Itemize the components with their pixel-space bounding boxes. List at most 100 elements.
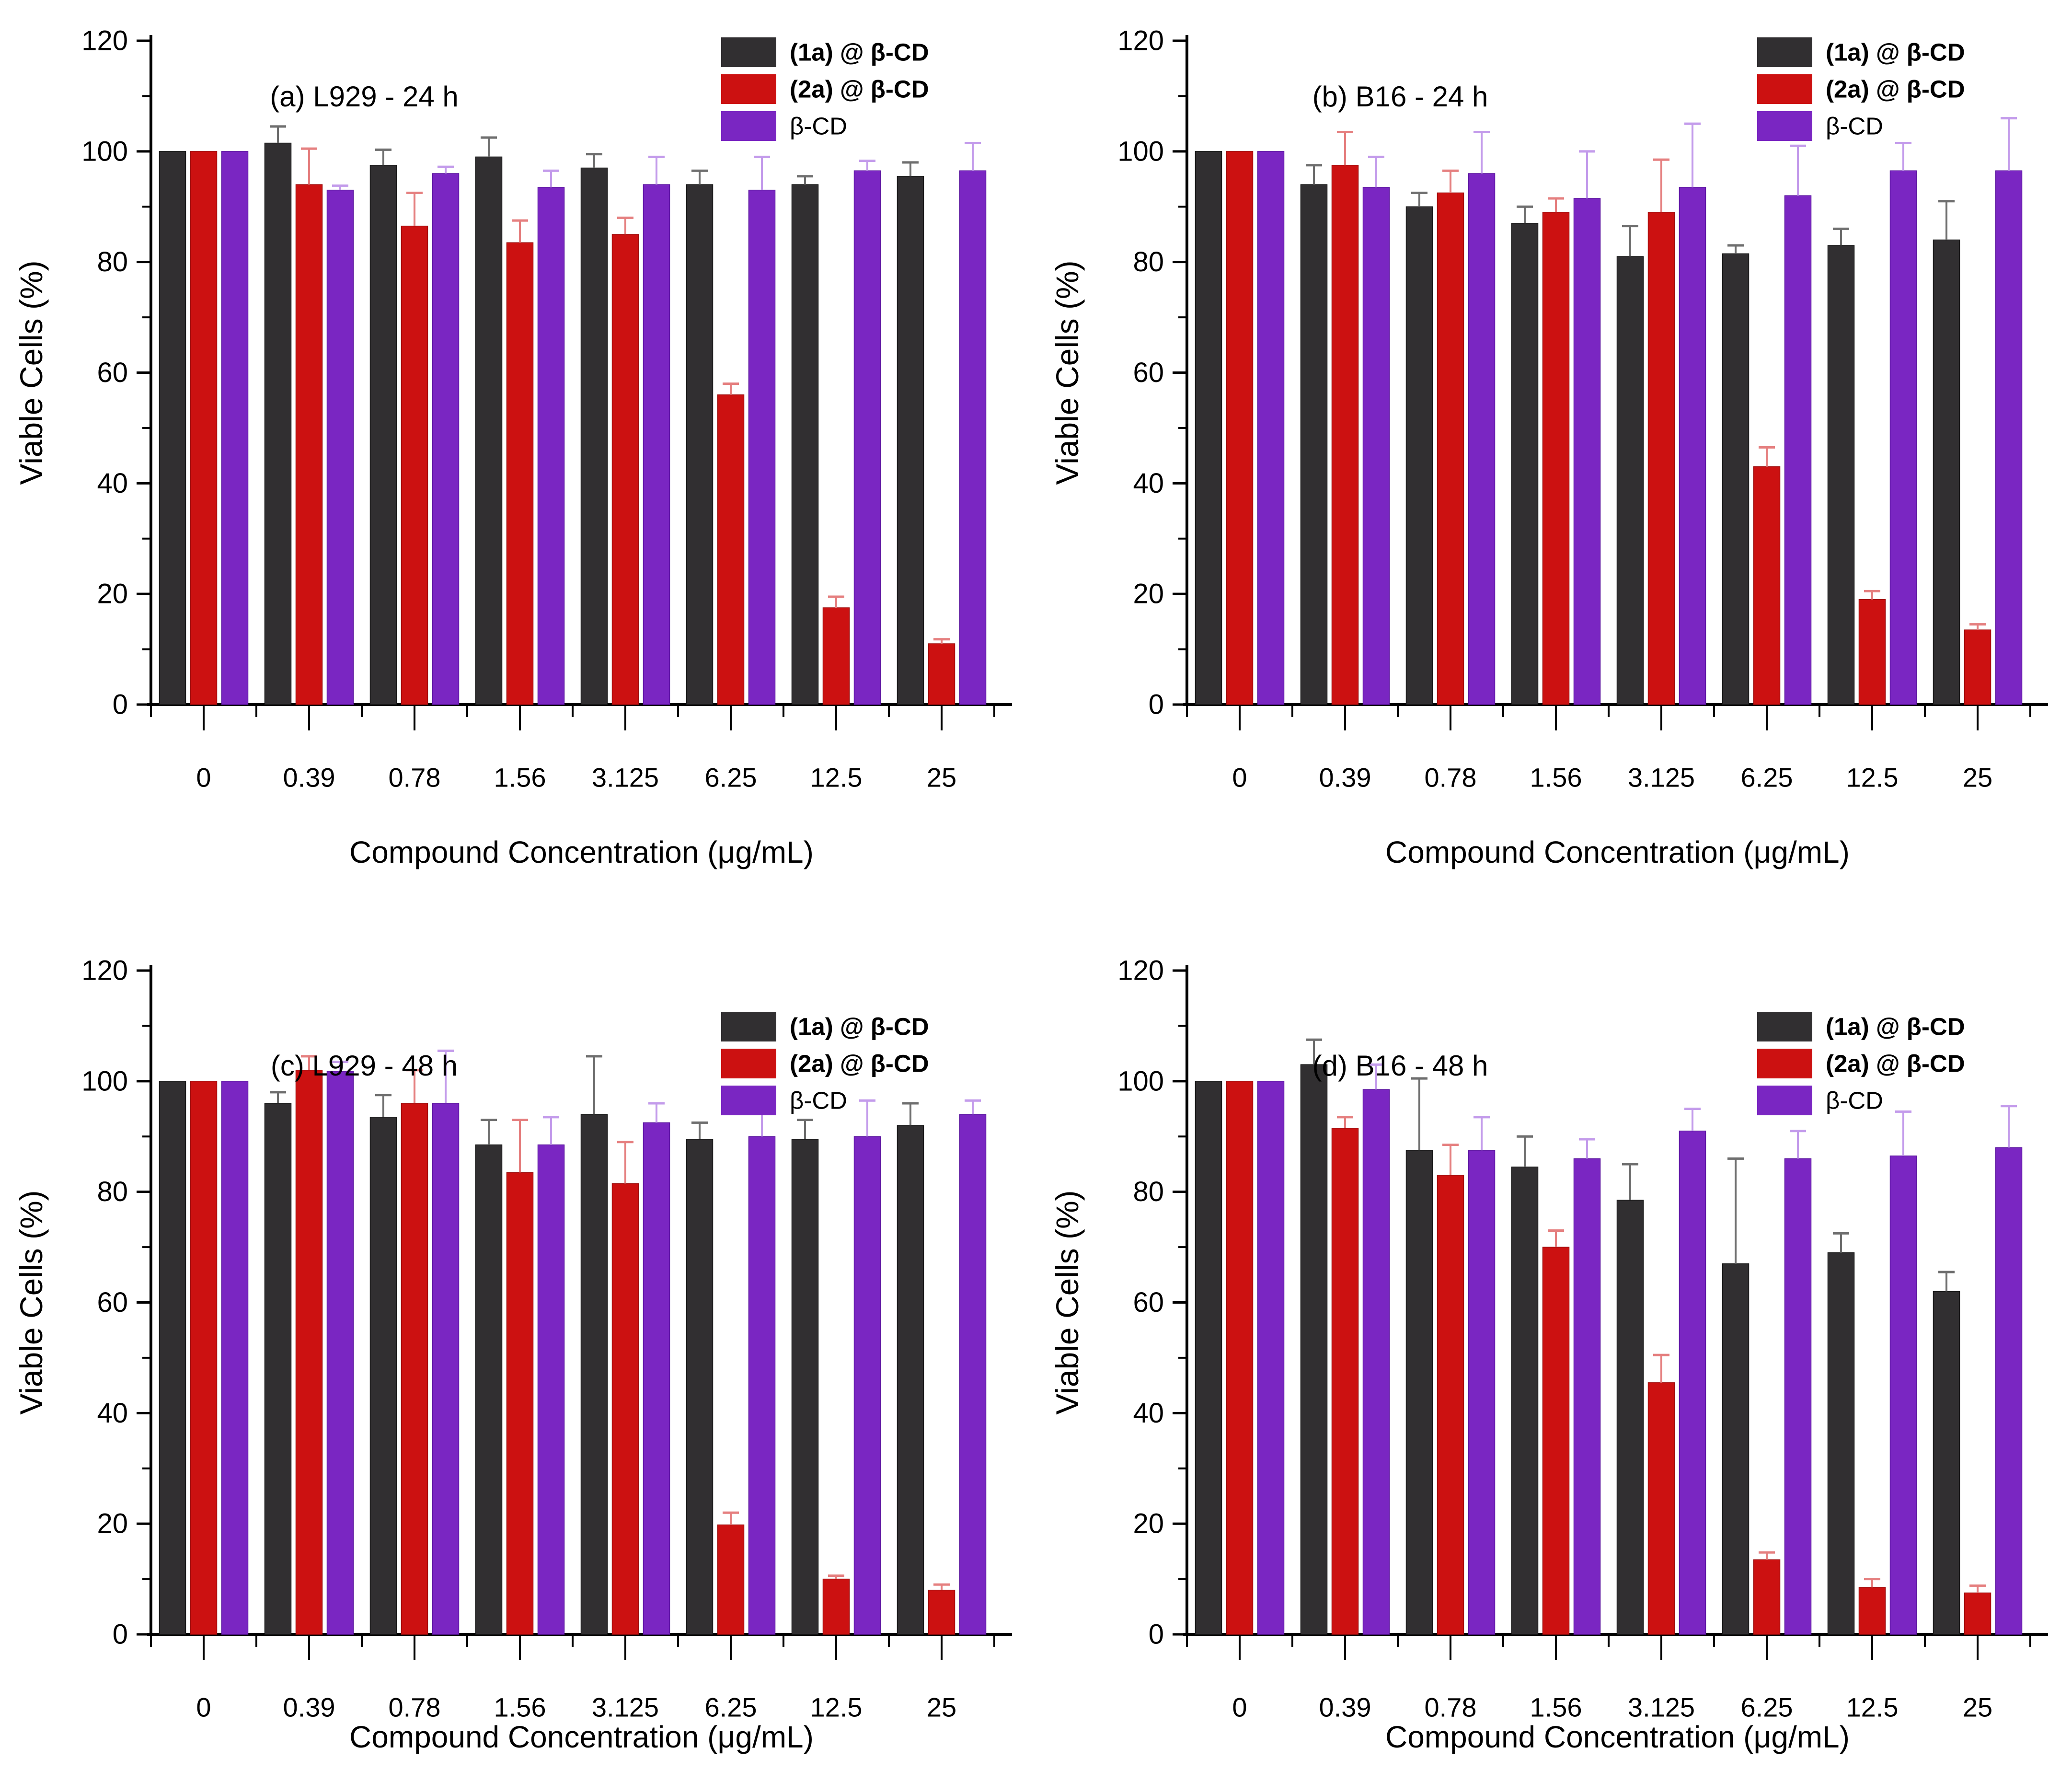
x-tick-label: 0.78 bbox=[389, 1692, 441, 1723]
bar bbox=[1542, 212, 1570, 705]
error-bars-series-2 bbox=[301, 1055, 950, 1590]
bar bbox=[1995, 170, 2023, 705]
bar bbox=[1437, 1175, 1464, 1635]
bar bbox=[1995, 1147, 2023, 1635]
x-tick-label: 12.5 bbox=[810, 763, 863, 793]
y-tick-label: 20 bbox=[97, 578, 128, 610]
bar bbox=[959, 1114, 987, 1635]
bar bbox=[1784, 1158, 1812, 1635]
x-tick-label: 0.78 bbox=[1425, 763, 1477, 793]
bar bbox=[928, 643, 955, 705]
legend: (1a) @ β-CD (2a) @ β-CD β-CD bbox=[721, 37, 929, 141]
x-tick-label: 0 bbox=[1232, 1692, 1247, 1723]
y-tick-label: 0 bbox=[113, 1619, 128, 1650]
bar bbox=[159, 151, 186, 705]
x-axis-title: Compound Concentration (μg/mL) bbox=[349, 835, 814, 869]
x-tick-label: 0 bbox=[1232, 763, 1247, 793]
x-tick-label: 1.56 bbox=[494, 763, 546, 793]
legend-label: (1a) @ β-CD bbox=[1826, 39, 1965, 66]
bar bbox=[580, 1114, 608, 1635]
panel-title: (a) L929 - 24 h bbox=[270, 81, 459, 113]
bar bbox=[1827, 1252, 1855, 1635]
y-axis-title: Viable Cells (%) bbox=[1049, 260, 1085, 485]
bar bbox=[643, 184, 670, 705]
bar bbox=[1362, 187, 1390, 705]
y-axis-title: Viable Cells (%) bbox=[13, 1190, 49, 1414]
bar bbox=[1679, 1130, 1706, 1635]
x-tick-label: 12.5 bbox=[1846, 763, 1899, 793]
legend-item: (2a) @ β-CD bbox=[1757, 1049, 1965, 1078]
error-bars-series-1 bbox=[1306, 1038, 1955, 1292]
bars-series-1 bbox=[159, 1081, 924, 1635]
x-tick-label: 6.25 bbox=[705, 763, 757, 793]
x-tick-label: 3.125 bbox=[592, 763, 659, 793]
bar bbox=[611, 234, 639, 705]
bars-series-2 bbox=[1226, 151, 1991, 705]
bar bbox=[822, 1578, 850, 1635]
bar bbox=[791, 1139, 819, 1635]
legend-label: (1a) @ β-CD bbox=[790, 39, 929, 66]
bar bbox=[432, 173, 460, 705]
bar bbox=[748, 1136, 776, 1635]
bar bbox=[475, 156, 503, 705]
legend-swatch bbox=[721, 1012, 776, 1041]
bar bbox=[1784, 195, 1812, 705]
error-bars-series-2 bbox=[301, 147, 950, 644]
bar bbox=[1362, 1089, 1390, 1635]
x-tick-label: 0.78 bbox=[1425, 1692, 1477, 1723]
x-tick-label: 0.39 bbox=[1319, 1692, 1371, 1723]
y-tick-label: 60 bbox=[1133, 357, 1164, 388]
bar bbox=[1257, 151, 1285, 705]
bar bbox=[1616, 1200, 1644, 1635]
y-tick-label: 40 bbox=[97, 1398, 128, 1429]
legend-label: (2a) @ β-CD bbox=[790, 76, 929, 103]
y-tick-label: 120 bbox=[1117, 25, 1164, 57]
x-tick-label: 25 bbox=[1963, 1692, 1992, 1723]
bar bbox=[1300, 184, 1328, 705]
bar bbox=[1573, 1158, 1601, 1635]
legend-item: (1a) @ β-CD bbox=[721, 37, 929, 67]
x-tick-label: 25 bbox=[1963, 763, 1992, 793]
bar bbox=[506, 242, 534, 705]
panel-title: (c) L929 - 48 h bbox=[271, 1050, 458, 1082]
legend-label: β-CD bbox=[1826, 1087, 1883, 1114]
bar bbox=[1437, 192, 1464, 705]
bar bbox=[1468, 173, 1496, 705]
bar bbox=[580, 167, 608, 705]
error-bars-series-2 bbox=[1337, 1116, 1986, 1593]
bar bbox=[537, 1144, 565, 1635]
legend-swatch bbox=[1757, 1086, 1812, 1115]
y-tick-label: 40 bbox=[1133, 1398, 1164, 1429]
bar bbox=[1858, 599, 1886, 705]
legend-item: (2a) @ β-CD bbox=[721, 74, 929, 104]
bar bbox=[791, 184, 819, 705]
bar bbox=[959, 170, 987, 705]
bar bbox=[221, 1081, 249, 1635]
legend-item: (1a) @ β-CD bbox=[721, 1012, 929, 1041]
y-tick-label: 100 bbox=[81, 1065, 128, 1097]
x-tick-label: 3.125 bbox=[1628, 1692, 1695, 1723]
x-tick-label: 1.56 bbox=[1530, 763, 1582, 793]
legend-swatch bbox=[1757, 37, 1812, 67]
bar bbox=[432, 1103, 460, 1635]
bars-series-1 bbox=[1195, 1064, 1960, 1635]
y-tick-label: 120 bbox=[81, 955, 128, 986]
legend-label: (1a) @ β-CD bbox=[1826, 1013, 1965, 1041]
bar bbox=[1573, 198, 1601, 705]
x-tick-label: 0.78 bbox=[389, 763, 441, 793]
y-tick-label: 20 bbox=[97, 1508, 128, 1539]
bar bbox=[853, 1136, 881, 1635]
legend-label: (2a) @ β-CD bbox=[1826, 1050, 1965, 1077]
bars-series-1 bbox=[159, 142, 924, 705]
bar bbox=[475, 1144, 503, 1635]
bar bbox=[401, 225, 428, 705]
bar bbox=[221, 151, 249, 705]
x-tick-label: 6.25 bbox=[705, 1692, 757, 1723]
bar bbox=[897, 176, 924, 705]
bar bbox=[159, 1081, 186, 1635]
bar bbox=[1933, 1291, 1960, 1635]
x-tick-label: 25 bbox=[927, 763, 956, 793]
bar bbox=[326, 1071, 354, 1635]
legend-swatch bbox=[1757, 111, 1812, 141]
legend-swatch bbox=[721, 1086, 776, 1115]
